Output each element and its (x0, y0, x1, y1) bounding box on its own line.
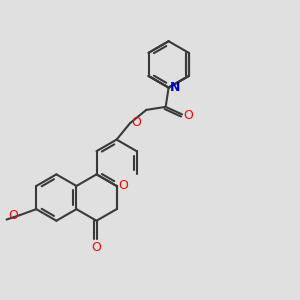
Text: N: N (170, 81, 180, 94)
Text: O: O (118, 179, 128, 193)
Text: O: O (184, 109, 194, 122)
Text: O: O (131, 116, 141, 129)
Text: O: O (92, 241, 101, 254)
Text: O: O (9, 208, 19, 222)
